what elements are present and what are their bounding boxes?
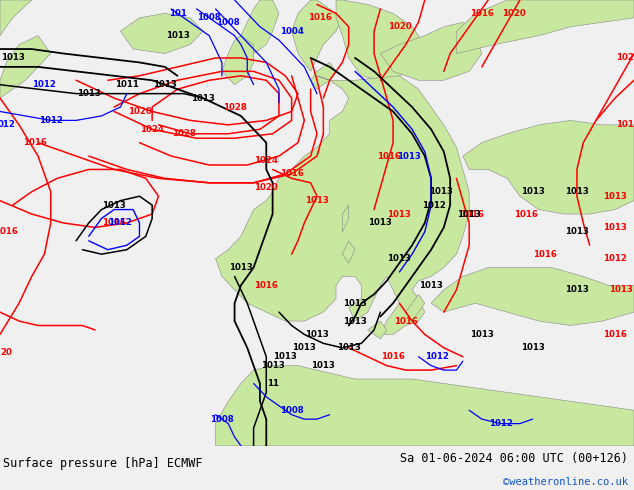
Text: 1012: 1012 (425, 352, 450, 361)
Text: Sa 01-06-2024 06:00 UTC (00+126): Sa 01-06-2024 06:00 UTC (00+126) (399, 452, 628, 465)
Text: 1012: 1012 (422, 200, 446, 210)
Text: 1016: 1016 (533, 250, 557, 259)
Text: 1016: 1016 (102, 219, 126, 227)
Polygon shape (311, 62, 336, 89)
Text: 1013: 1013 (603, 223, 627, 232)
Text: 1028: 1028 (223, 102, 247, 112)
Text: 1016: 1016 (254, 281, 278, 290)
Text: 1016: 1016 (377, 151, 401, 161)
Text: 1008: 1008 (280, 406, 304, 415)
Text: 1013: 1013 (565, 285, 589, 294)
Text: 1008: 1008 (216, 18, 240, 27)
Text: 1013: 1013 (609, 285, 633, 294)
Text: 1013: 1013 (77, 89, 101, 98)
Text: ©weatheronline.co.uk: ©weatheronline.co.uk (503, 477, 628, 487)
Text: 1020: 1020 (127, 107, 152, 116)
Text: 1013: 1013 (368, 219, 392, 227)
Text: 1013: 1013 (305, 330, 329, 339)
Text: 1024: 1024 (254, 156, 278, 165)
Text: 1016: 1016 (23, 138, 47, 147)
Text: 1020: 1020 (254, 183, 278, 192)
Text: Surface pressure [hPa] ECMWF: Surface pressure [hPa] ECMWF (3, 457, 203, 470)
Text: 012: 012 (0, 121, 15, 129)
Polygon shape (241, 0, 279, 53)
Polygon shape (406, 294, 425, 321)
Text: 1013: 1013 (337, 343, 361, 352)
Text: 1013: 1013 (521, 187, 545, 196)
Text: 1013: 1013 (419, 281, 443, 290)
Text: 1016: 1016 (616, 121, 634, 129)
Polygon shape (292, 0, 342, 72)
Text: 1013: 1013 (603, 192, 627, 201)
Text: 1008: 1008 (210, 415, 234, 424)
Text: 1012: 1012 (39, 116, 63, 125)
Polygon shape (216, 76, 469, 334)
Polygon shape (342, 241, 355, 263)
Text: 1013: 1013 (565, 227, 589, 236)
Polygon shape (0, 0, 32, 36)
Polygon shape (380, 22, 482, 80)
Text: 1012: 1012 (489, 419, 513, 428)
Text: 1024: 1024 (140, 125, 164, 134)
Polygon shape (216, 366, 634, 446)
Text: 1016: 1016 (381, 352, 405, 361)
Text: 101: 101 (169, 9, 186, 18)
Text: 1013: 1013 (165, 31, 190, 40)
Text: 1012: 1012 (603, 254, 627, 263)
Text: 1013: 1013 (153, 80, 177, 89)
Text: 1012: 1012 (32, 80, 56, 89)
Text: 1028: 1028 (172, 129, 196, 138)
Text: 1013: 1013 (343, 299, 367, 308)
Polygon shape (463, 121, 634, 214)
Polygon shape (431, 268, 634, 325)
Text: 20: 20 (1, 348, 12, 357)
Text: 1016: 1016 (603, 330, 627, 339)
Polygon shape (456, 0, 634, 53)
Text: 1013: 1013 (102, 200, 126, 210)
Text: 1013: 1013 (397, 151, 421, 161)
Polygon shape (336, 0, 425, 80)
Text: 1020: 1020 (501, 9, 526, 18)
Polygon shape (0, 36, 51, 98)
Text: 1020: 1020 (387, 22, 411, 31)
Text: 1016: 1016 (394, 317, 418, 325)
Text: 1013: 1013 (292, 343, 316, 352)
Text: 1013: 1013 (1, 53, 25, 62)
Text: 1013: 1013 (305, 196, 329, 205)
Text: 1013: 1013 (191, 94, 215, 102)
Text: 1013: 1013 (457, 210, 481, 219)
Text: 1013: 1013 (429, 187, 453, 196)
Polygon shape (222, 36, 254, 85)
Text: 1013: 1013 (387, 254, 411, 263)
Text: 1013: 1013 (343, 317, 367, 325)
Text: 1013: 1013 (261, 361, 285, 370)
Text: 1016: 1016 (470, 9, 494, 18)
Polygon shape (120, 13, 203, 53)
Text: 1013: 1013 (470, 330, 494, 339)
Text: 1013: 1013 (565, 187, 589, 196)
Polygon shape (368, 321, 387, 339)
Text: 1016: 1016 (460, 210, 484, 219)
Text: 1013: 1013 (273, 352, 297, 361)
Text: 1013: 1013 (229, 263, 253, 272)
Polygon shape (342, 205, 349, 232)
Text: 1016: 1016 (308, 13, 332, 23)
Text: 1013: 1013 (387, 210, 411, 219)
Text: 1011: 1011 (115, 80, 139, 89)
Text: 1020: 1020 (616, 53, 634, 62)
Text: 1012: 1012 (108, 219, 133, 227)
Text: 1016: 1016 (514, 210, 538, 219)
Text: 1013: 1013 (311, 361, 335, 370)
Text: 1008: 1008 (197, 13, 221, 23)
Text: 1013: 1013 (521, 343, 545, 352)
Text: 1016: 1016 (280, 170, 304, 178)
Text: 11: 11 (267, 379, 278, 388)
Text: 1004: 1004 (280, 27, 304, 36)
Text: 1016: 1016 (0, 227, 18, 236)
